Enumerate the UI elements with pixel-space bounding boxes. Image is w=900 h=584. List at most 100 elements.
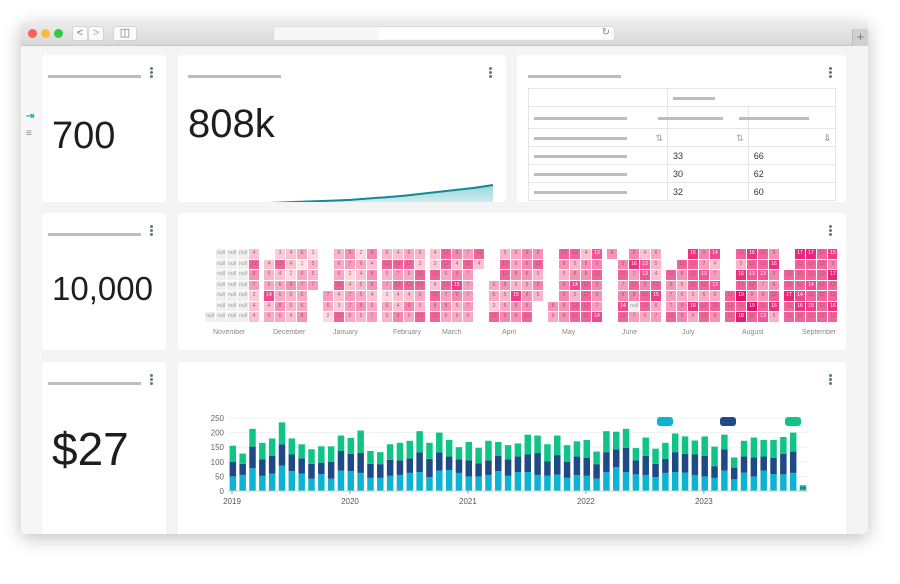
heatmap-cell[interactable]: 12 [441,259,451,269]
heatmap-cell[interactable]: 12 [784,312,794,322]
heatmap-cell[interactable]: 4 [286,312,296,322]
heatmap-cell[interactable]: 5 [286,301,296,311]
heatmap-cell[interactable]: null [216,280,226,290]
heatmap-cell[interactable]: 4 [651,270,661,280]
heatmap-cell[interactable]: 12 [677,259,687,269]
heatmap-cell[interactable]: 9 [592,259,602,269]
heatmap-cell[interactable]: 8 [511,301,521,311]
heatmap-cell[interactable]: 12 [817,270,827,280]
heatmap-cell[interactable]: 4 [275,270,285,280]
heatmap-cell[interactable]: 12 [688,280,698,290]
heatmap-cell[interactable]: 5 [286,291,296,301]
heatmap-cell[interactable]: 12 [651,280,661,290]
heatmap-cell[interactable]: 7 [758,280,768,290]
heatmap-cell[interactable]: 8 [356,301,366,311]
heatmap-cell[interactable]: 3 [249,291,259,301]
heatmap-cell[interactable]: 6 [500,301,510,311]
heatmap-cell[interactable]: 6 [275,291,285,301]
heatmap-cell[interactable]: 16 [828,301,837,311]
heatmap-cell[interactable]: 4 [334,291,344,301]
heatmap-cell[interactable]: 9 [533,280,543,290]
heatmap-cell[interactable]: 8 [500,280,510,290]
heatmap-cell[interactable]: 4 [249,301,259,311]
heatmap-cell[interactable]: 12 [522,312,532,322]
heatmap-cell[interactable]: 12 [581,291,591,301]
heatmap-cell[interactable]: 13 [699,270,709,280]
heatmap-cell[interactable]: 12 [758,301,768,311]
heatmap-cell[interactable]: 2 [356,249,366,259]
heatmap-cell[interactable]: 16 [688,301,698,311]
sort-header[interactable]: ⇅ [667,128,749,147]
sort-icon[interactable]: ⇅ [655,133,663,143]
heatmap-cell[interactable]: 6 [297,249,307,259]
heatmap-cell[interactable]: 7 [393,270,403,280]
heatmap-cell[interactable]: 19 [747,301,757,311]
heatmap-cell[interactable]: 12 [430,291,440,301]
heatmap-cell[interactable]: 9 [769,270,779,280]
heatmap-cell[interactable]: 6 [404,312,414,322]
heatmap-cell[interactable]: 12 [784,301,794,311]
heatmap-cell[interactable]: 8 [758,291,768,301]
heatmap-cell[interactable]: 12 [828,291,837,301]
heatmap-cell[interactable]: 8 [249,270,259,280]
heatmap-cell[interactable]: 8 [367,270,377,280]
heatmap-cell[interactable]: 12 [817,312,827,322]
heatmap-cell[interactable]: 12 [393,259,403,269]
heatmap-cell[interactable]: 6 [511,259,521,269]
heatmap-cell[interactable]: 9 [677,301,687,311]
heatmap-cell[interactable]: 6 [334,270,344,280]
heatmap-cell[interactable]: 9 [452,249,462,259]
heatmap-cell[interactable]: 9 [559,280,569,290]
heatmap-cell[interactable]: 14 [570,280,580,290]
heatmap-cell[interactable]: 5 [452,301,462,311]
heatmap-cell[interactable]: 4 [264,301,274,311]
minimize-window-button[interactable] [41,29,50,38]
heatmap-cell[interactable]: null [227,259,237,269]
heatmap-cell[interactable]: 12 [795,280,805,290]
heatmap-cell[interactable]: 6 [297,291,307,301]
heatmap-cell[interactable]: 6 [699,291,709,301]
heatmap-cell[interactable]: 8 [522,270,532,280]
heatmap-cell[interactable]: 5 [382,312,392,322]
heatmap-cell[interactable]: 6 [356,291,366,301]
heatmap-cell[interactable]: 4 [430,280,440,290]
heatmap-cell[interactable]: null [216,291,226,301]
heatmap-cell[interactable]: 6 [275,312,285,322]
heatmap-cell[interactable]: 12 [441,280,451,290]
heatmap-cell[interactable]: 9 [404,301,414,311]
heatmap-cell[interactable]: null [216,249,226,259]
heatmap-cell[interactable]: 12 [736,280,746,290]
heatmap-cell[interactable]: 5 [334,249,344,259]
heatmap-cell[interactable]: 12 [474,249,484,259]
heatmap-cell[interactable]: 12 [463,259,473,269]
heatmap-cell[interactable]: 16 [769,259,779,269]
more-menu-icon[interactable] [829,67,833,79]
heatmap-cell[interactable]: 4 [286,249,296,259]
sort-header[interactable]: ⇩ [747,128,837,147]
heatmap-cell[interactable]: 12 [415,312,425,322]
heatmap-cell[interactable]: 7 [710,270,720,280]
maximize-window-button[interactable] [54,29,63,38]
heatmap-cell[interactable]: 8 [559,312,569,322]
heatmap-cell[interactable]: 7 [629,312,639,322]
heatmap-cell[interactable]: 5 [264,270,274,280]
heatmap-cell[interactable]: 6 [264,312,274,322]
heatmap-cell[interactable]: 12 [747,280,757,290]
heatmap-cell[interactable]: 12 [828,312,837,322]
heatmap-cell[interactable]: 9 [640,280,650,290]
heatmap-cell[interactable]: 12 [710,301,720,311]
heatmap-cell[interactable]: 8 [430,301,440,311]
heatmap-cell[interactable]: 6 [275,280,285,290]
heatmap-cell[interactable]: 12 [828,280,837,290]
heatmap-cell[interactable]: 5 [382,270,392,280]
heatmap-cell[interactable]: 6 [522,280,532,290]
new-tab-button[interactable]: + [852,29,868,46]
heatmap-cell[interactable]: 8 [522,291,532,301]
heatmap-cell[interactable]: 6 [345,312,355,322]
heatmap-cell[interactable]: 7 [323,291,333,301]
heatmap-cell[interactable]: null [216,270,226,280]
heatmap-cell[interactable]: 8 [607,249,617,259]
heatmap-cell[interactable]: 5 [677,280,687,290]
heatmap-cell[interactable]: 8 [581,259,591,269]
heatmap-cell[interactable]: 5 [500,291,510,301]
